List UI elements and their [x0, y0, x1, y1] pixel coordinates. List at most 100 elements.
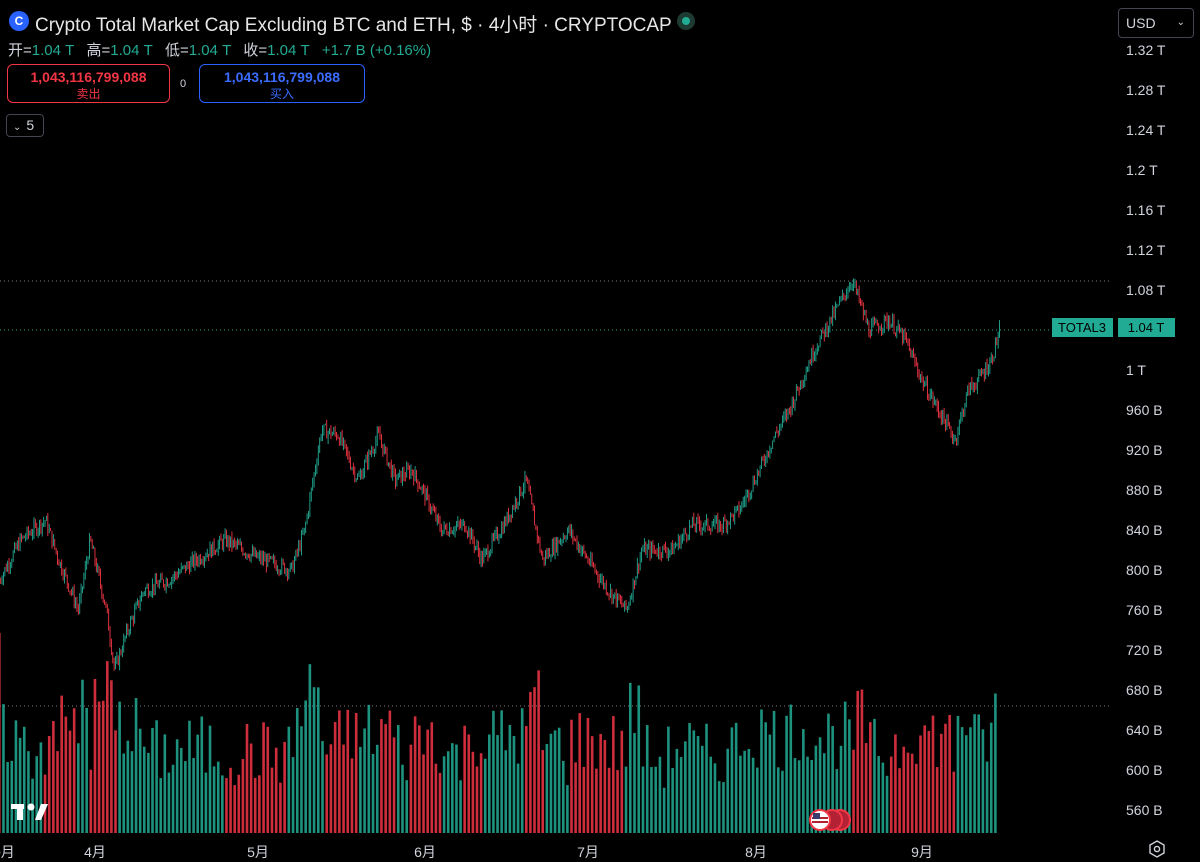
volume-bar	[371, 753, 375, 833]
volume-bar	[479, 753, 483, 833]
price-axis-label: 600 B	[1126, 762, 1163, 778]
price-axis-label: 720 B	[1126, 642, 1163, 658]
volume-bar	[114, 730, 117, 833]
symbol-title[interactable]: Crypto Total Market Cap Excluding BTC an…	[35, 15, 672, 36]
price-axis-label: 960 B	[1126, 402, 1163, 418]
volume-bar	[877, 756, 880, 833]
volume-bar	[566, 785, 569, 833]
volume-bar	[155, 720, 158, 833]
volume-bar	[295, 708, 299, 833]
volume-bar	[578, 713, 582, 833]
price-axis-label: 1.32 T	[1126, 42, 1166, 58]
volume-bar	[956, 715, 960, 833]
volume-bar	[413, 716, 417, 833]
us-flag-event-icon[interactable]	[808, 808, 852, 832]
volume-bar	[915, 763, 918, 833]
buy-button[interactable]: 1,043,116,799,088 买入	[199, 64, 365, 103]
volume-bar	[359, 746, 362, 833]
cryptocap-logo-icon: C	[9, 11, 29, 31]
volume-bar	[541, 750, 545, 833]
volume-bar	[147, 752, 150, 833]
volume-bar	[354, 712, 358, 833]
volume-bar	[885, 775, 889, 833]
volume-bar	[204, 772, 208, 833]
volume-bar	[717, 781, 721, 833]
high-value: 1.04 T	[110, 42, 153, 59]
indicators-collapse-button[interactable]: ⌄ 5	[6, 114, 44, 137]
volume-bar	[118, 701, 121, 833]
sell-button[interactable]: 1,043,116,799,088 卖出	[7, 64, 170, 103]
time-axis-label: 9月	[911, 844, 933, 860]
volume-bar	[931, 715, 935, 833]
volume-bar	[964, 735, 968, 833]
volume-bar	[827, 713, 830, 833]
volume-bar	[645, 725, 649, 833]
volume-bar	[229, 767, 232, 833]
volume-bar	[216, 761, 220, 833]
volume-bar	[781, 770, 784, 833]
volume-bar	[662, 787, 666, 833]
volume-bar	[388, 710, 392, 833]
settings-icon[interactable]	[1148, 840, 1166, 858]
volume-bar	[60, 695, 63, 833]
time-axis-label: 6月	[414, 844, 436, 860]
volume-bar	[533, 687, 536, 833]
spread-value: 0	[180, 78, 187, 90]
volume-bar	[463, 725, 466, 833]
volume-bar	[985, 761, 989, 833]
volume-bar	[810, 759, 814, 833]
volume-bar	[22, 726, 26, 833]
volume-bar	[471, 751, 475, 833]
currency-select[interactable]: USD ⌄	[1118, 8, 1194, 38]
volume-bar	[747, 748, 751, 833]
price-axis-label: 1.24 T	[1126, 122, 1166, 138]
volume-bar	[237, 774, 241, 833]
volume-bar	[764, 722, 767, 833]
volume-bar	[524, 726, 528, 833]
volume-bar	[312, 687, 316, 833]
buy-label: 买入	[269, 87, 294, 101]
volume-bar	[700, 745, 704, 833]
volume-bar	[948, 714, 951, 833]
volume-bar	[27, 751, 30, 833]
volume-bar	[396, 725, 400, 833]
volume-bar	[333, 722, 337, 833]
volume-bar	[346, 709, 350, 833]
volume-bar	[739, 755, 742, 833]
live-status-icon	[677, 12, 695, 30]
volume-bar	[835, 769, 839, 833]
volume-bar	[77, 743, 80, 833]
volume-bar	[367, 704, 371, 833]
volume-bar	[969, 727, 972, 833]
volume-bar	[582, 766, 586, 833]
volume-bar	[726, 748, 729, 833]
volume-bar	[789, 704, 793, 833]
price-axis-label: 640 B	[1126, 722, 1163, 738]
volume-bar	[241, 759, 245, 833]
volume-bar	[512, 735, 516, 833]
price-axis-label: 1.16 T	[1126, 202, 1166, 218]
chevron-down-icon: ⌄	[1176, 17, 1185, 28]
volume-bar	[981, 729, 985, 833]
volume-bar	[944, 723, 947, 833]
volume-bar	[274, 747, 278, 833]
volume-bar	[101, 700, 105, 833]
volume-bar	[270, 767, 274, 833]
volume-bar	[350, 758, 354, 833]
volume-bar	[658, 756, 662, 833]
volume-bar	[175, 739, 179, 833]
tradingview-logo-icon[interactable]	[10, 798, 50, 822]
volume-bar	[97, 701, 101, 833]
volume-bar	[380, 719, 383, 833]
volume-bar	[438, 772, 442, 833]
volume-bar	[570, 719, 573, 833]
volume-bar	[545, 743, 549, 833]
price-axis-label: 680 B	[1126, 682, 1163, 698]
volume-bar	[85, 708, 88, 833]
volume-bar	[960, 727, 964, 833]
volume-bar	[68, 730, 72, 833]
volume-bar	[89, 769, 93, 833]
volume-bar	[384, 724, 387, 833]
volume-bar	[679, 757, 683, 833]
